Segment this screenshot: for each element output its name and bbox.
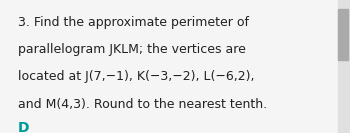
Bar [338, 9, 348, 60]
Text: D: D [18, 121, 29, 133]
Text: and M(4,3). Round to the nearest tenth.: and M(4,3). Round to the nearest tenth. [18, 98, 267, 111]
Text: 3. Find the approximate perimeter of: 3. Find the approximate perimeter of [18, 16, 248, 29]
Bar [338, 0, 350, 133]
Text: parallelogram JKLM; the vertices are: parallelogram JKLM; the vertices are [18, 43, 245, 56]
Text: located at J(7,−1), K(−3,−2), L(−6,2),: located at J(7,−1), K(−3,−2), L(−6,2), [18, 70, 254, 84]
